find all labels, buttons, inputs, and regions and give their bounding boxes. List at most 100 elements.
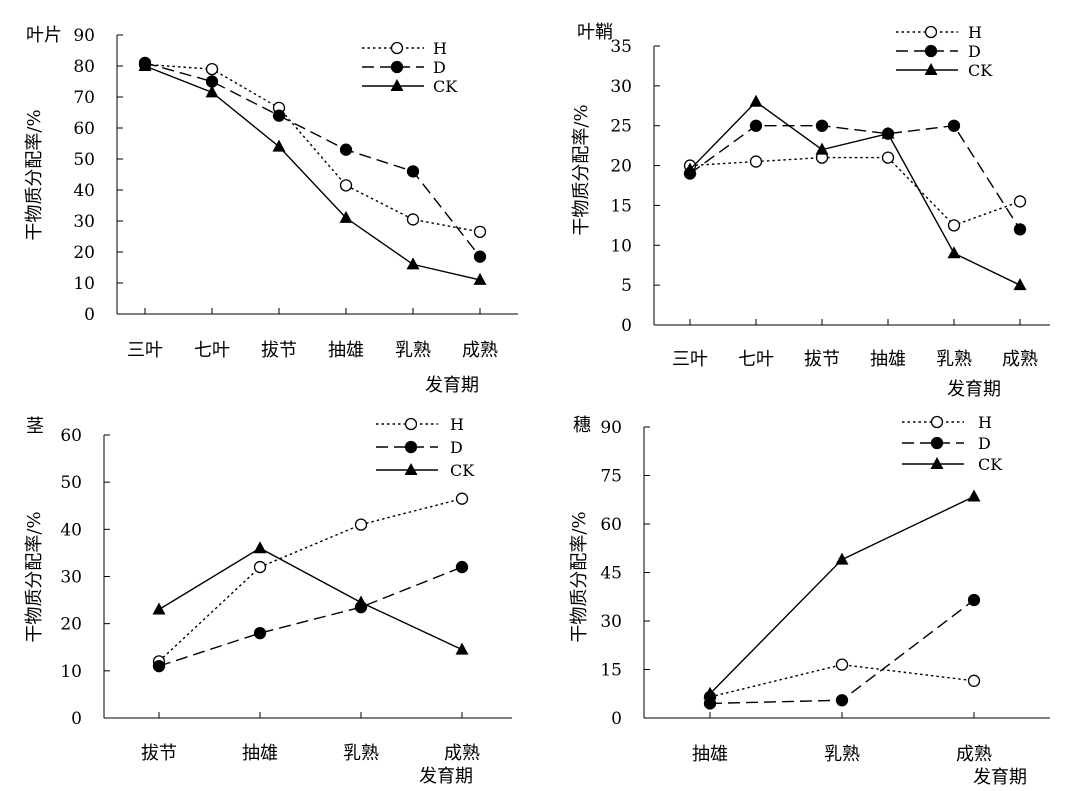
legend-marker [924, 63, 938, 75]
x-tick-label: 三叶 [672, 349, 708, 370]
y-tick-label: 30 [610, 77, 632, 97]
legend-marker [404, 440, 418, 454]
x-axis-label: 发育期 [425, 375, 479, 396]
x-tick-label: 三叶 [127, 340, 163, 361]
data-point [835, 658, 849, 671]
data-point [703, 686, 717, 699]
data-point [455, 560, 469, 574]
y-tick-label: 30 [600, 612, 622, 632]
legend-label: H [450, 415, 464, 434]
x-tick-label: 成熟 [444, 743, 480, 764]
x-tick-label: 拔节 [141, 743, 177, 764]
data-point [815, 119, 829, 132]
x-axis-label: 发育期 [973, 767, 1027, 788]
data-point [947, 219, 961, 232]
legend-label: D [450, 438, 463, 457]
y-tick-label: 30 [60, 568, 82, 588]
data-point [1013, 223, 1027, 236]
data-point [272, 109, 286, 122]
legend-item-d: D [896, 42, 981, 61]
data-point [749, 155, 763, 168]
series-h [152, 492, 469, 668]
x-tick-label: 拔节 [804, 349, 840, 370]
series-ck [138, 59, 487, 285]
x-tick-label: 拔节 [261, 340, 297, 361]
x-tick-label: 抽雄 [328, 340, 364, 361]
legend-marker [924, 44, 938, 58]
y-tick-label: 0 [611, 709, 622, 729]
y-tick-label: 15 [610, 196, 632, 216]
data-point [947, 246, 961, 259]
data-point [272, 139, 286, 152]
legend-marker [924, 25, 938, 39]
legend-label: D [433, 58, 446, 77]
panel-label: 叶鞘 [577, 22, 613, 43]
series-line [689, 100, 1021, 286]
series-line [689, 156, 1021, 227]
data-point [473, 250, 487, 263]
legend-item-h: H [896, 23, 982, 42]
data-point [354, 595, 368, 608]
legend-item-h: H [902, 413, 992, 432]
data-point [835, 694, 849, 707]
legend-label: D [968, 42, 981, 61]
series-h [683, 151, 1027, 232]
y-tick-label: 25 [610, 117, 632, 137]
x-tick-label: 乳熟 [395, 340, 431, 361]
data-point [455, 642, 469, 655]
data-point [406, 213, 420, 226]
series-ck [152, 541, 469, 655]
data-point [967, 489, 981, 502]
x-tick-label: 乳熟 [824, 744, 860, 765]
y-tick-label: 90 [600, 418, 622, 438]
data-point [339, 179, 353, 192]
legend-marker [930, 436, 944, 450]
y-tick-label: 0 [84, 305, 95, 325]
series-line [158, 547, 463, 651]
legend-label: CK [450, 461, 475, 480]
data-point [339, 143, 353, 156]
y-axis-label: 干物质分配率/% [24, 511, 45, 642]
data-point [967, 674, 981, 687]
y-tick-label: 5 [621, 276, 632, 296]
x-tick-label: 抽雄 [242, 743, 278, 764]
y-tick-label: 50 [60, 473, 82, 493]
x-tick-label: 成熟 [956, 744, 992, 765]
legend-label: CK [968, 61, 993, 80]
series-d [703, 593, 981, 710]
data-point [947, 119, 961, 132]
legend-item-ck: CK [376, 461, 475, 480]
legend-item-ck: CK [902, 455, 1003, 474]
legend-label: CK [978, 455, 1003, 474]
legend-marker [390, 79, 404, 91]
y-tick-label: 90 [73, 26, 95, 46]
y-tick-label: 45 [600, 564, 622, 584]
x-axis-label: 发育期 [947, 379, 1001, 400]
data-point [253, 560, 267, 574]
y-tick-label: 60 [60, 426, 82, 446]
y-tick-label: 20 [60, 615, 82, 635]
legend-item-d: D [902, 434, 991, 453]
legend-item-d: D [376, 438, 463, 457]
y-axis-label: 干物质分配率/% [569, 511, 590, 642]
series-line [158, 497, 463, 662]
y-tick-label: 80 [73, 57, 95, 77]
data-point [354, 518, 368, 531]
y-tick-label: 10 [610, 236, 632, 256]
legend-marker [404, 463, 418, 475]
y-tick-label: 60 [600, 515, 622, 535]
data-point [749, 94, 763, 107]
legend-label: CK [433, 77, 458, 96]
series-line [144, 63, 481, 233]
x-tick-label: 七叶 [194, 340, 230, 361]
data-point [253, 541, 267, 554]
y-tick-label: 15 [600, 661, 622, 681]
data-point [152, 659, 166, 673]
x-tick-label: 抽雄 [870, 349, 906, 370]
x-tick-label: 乳熟 [343, 743, 379, 764]
y-tick-label: 10 [73, 274, 95, 294]
